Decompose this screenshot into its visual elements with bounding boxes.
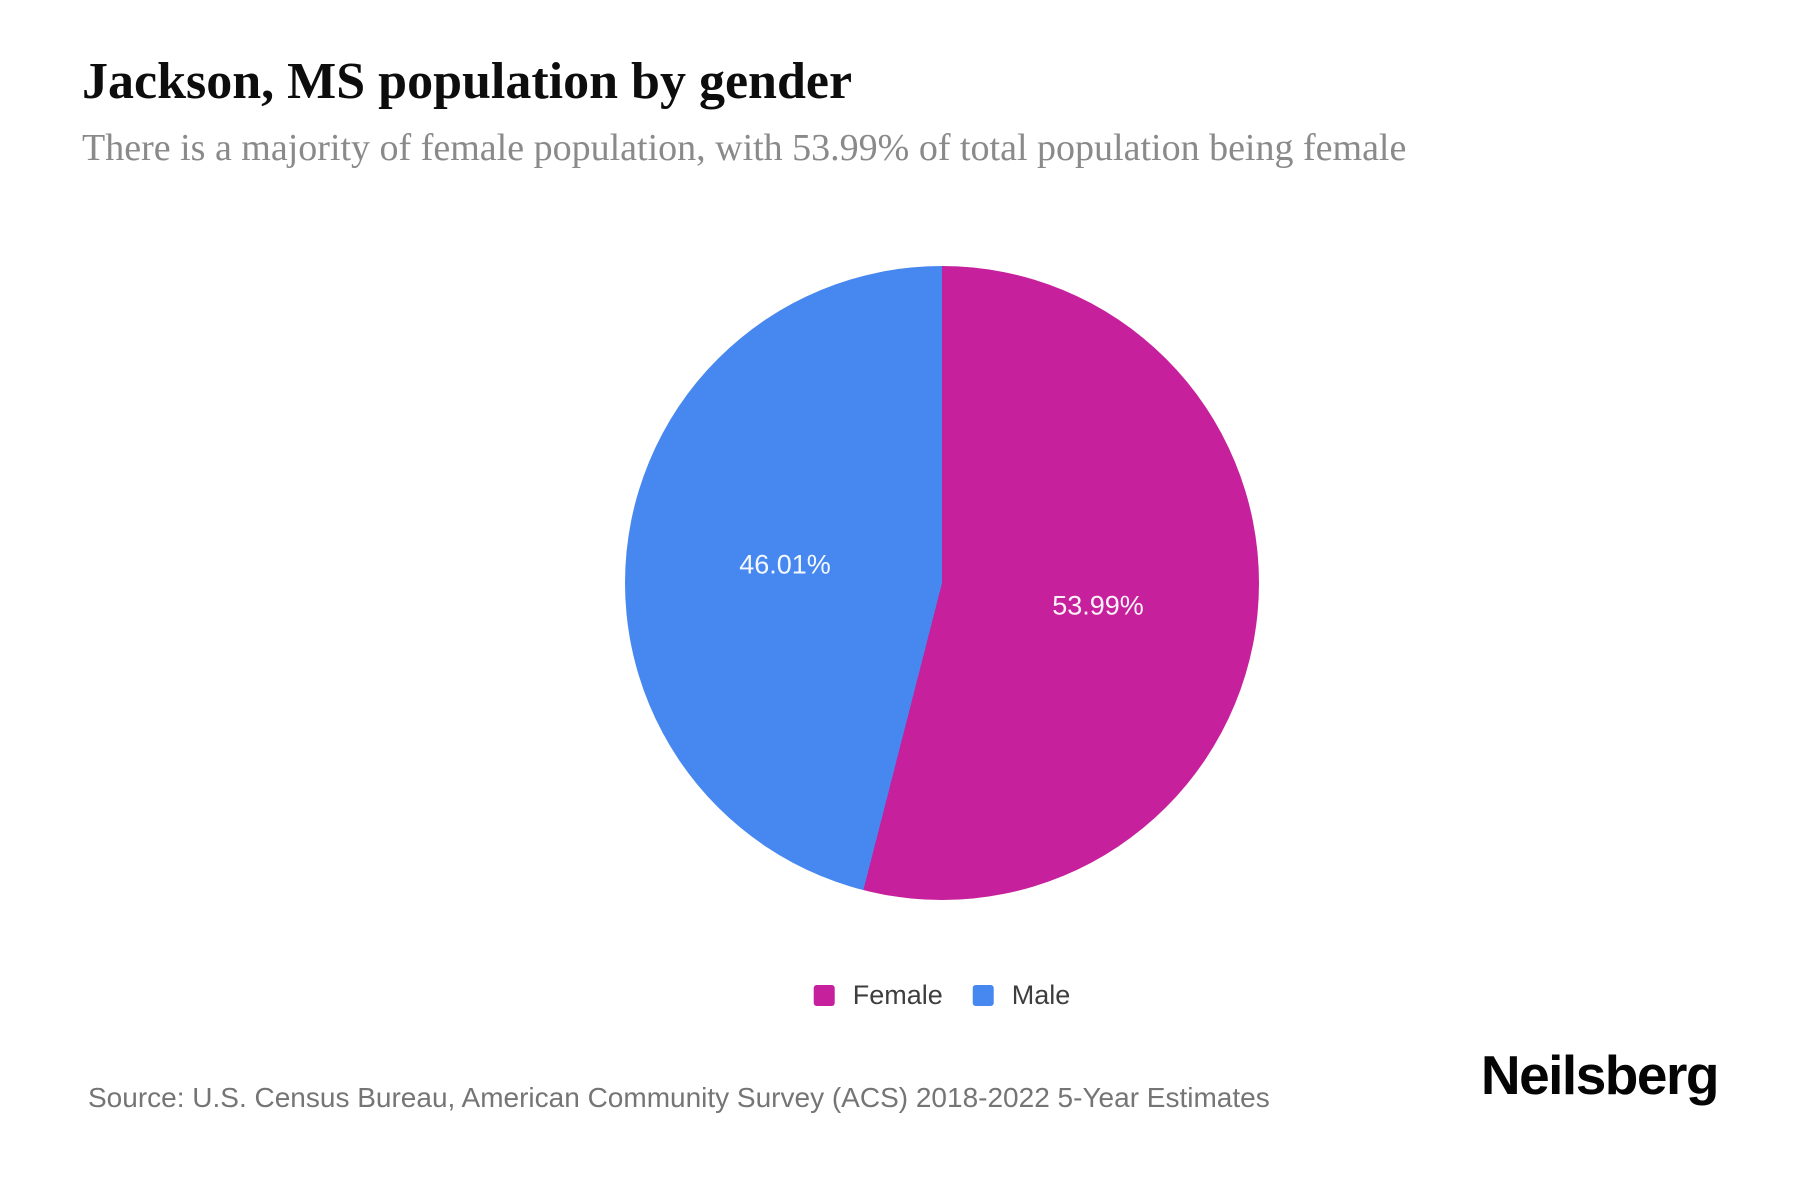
legend-label-female: Female <box>852 980 943 1010</box>
pie-chart: 46.01% 53.99% <box>625 266 1259 900</box>
pie-circle[interactable] <box>625 266 1259 900</box>
chart-subtitle: There is a majority of female population… <box>82 127 1407 169</box>
male-slice-label: 46.01% <box>739 549 831 580</box>
legend-item-male[interactable]: Male <box>972 980 1071 1010</box>
legend: Female Male <box>813 980 1071 1010</box>
female-swatch-icon <box>813 985 835 1006</box>
brand-logo: Neilsberg <box>1480 1044 1720 1106</box>
female-slice-label: 53.99% <box>1052 590 1144 621</box>
legend-item-female[interactable]: Female <box>813 980 943 1010</box>
source-text: Source: U.S. Census Bureau, American Com… <box>88 1082 1270 1113</box>
male-swatch-icon <box>972 985 994 1006</box>
legend-label-male: Male <box>1011 980 1071 1010</box>
chart-title: Jackson, MS population by gender <box>82 53 853 110</box>
